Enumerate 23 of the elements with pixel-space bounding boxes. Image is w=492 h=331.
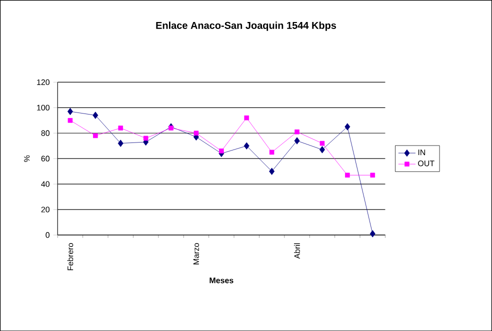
point — [168, 126, 174, 130]
point — [269, 150, 274, 155]
point — [244, 115, 250, 120]
point — [344, 123, 350, 130]
chart-title: Enlace Anaco-San Joaquin 1544 Kbps — [156, 22, 336, 31]
point — [294, 137, 300, 144]
point — [68, 118, 73, 123]
point — [319, 146, 325, 154]
point — [143, 136, 148, 141]
point — [370, 230, 376, 238]
point — [92, 112, 98, 119]
point — [294, 129, 300, 134]
point — [219, 148, 224, 154]
point — [93, 133, 98, 138]
point — [244, 142, 250, 150]
point — [67, 108, 73, 115]
point — [269, 168, 275, 175]
point — [118, 126, 124, 130]
point — [118, 140, 124, 147]
point — [194, 130, 199, 136]
point — [370, 172, 376, 178]
point — [345, 172, 350, 178]
point — [320, 140, 325, 146]
